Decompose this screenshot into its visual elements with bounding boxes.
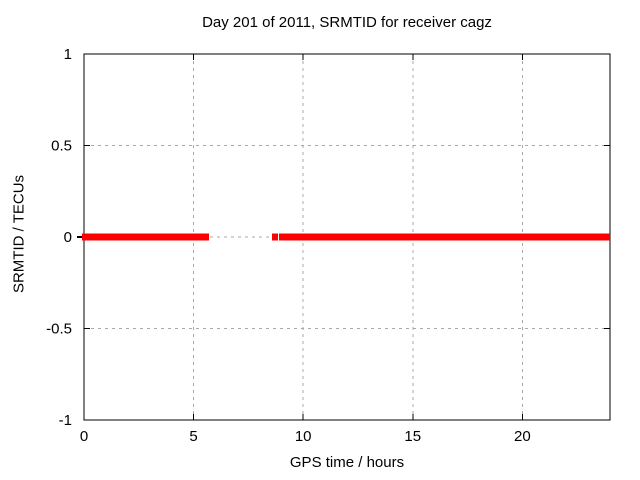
y-tick-label: -1 — [59, 412, 72, 429]
y-tick-label: -0.5 — [46, 321, 72, 338]
x-tick-label: 0 — [80, 428, 88, 445]
y-tick-label: 1 — [64, 46, 72, 63]
y-tick-label: 0.5 — [51, 138, 72, 155]
x-tick-label: 10 — [295, 428, 312, 445]
x-tick-label: 15 — [404, 428, 421, 445]
chart-title: Day 201 of 2011, SRMTID for receiver cag… — [202, 14, 492, 31]
x-axis-label: GPS time / hours — [289, 454, 405, 471]
x-tick-label: 5 — [189, 428, 197, 445]
x-tick-label: 20 — [514, 428, 531, 445]
y-tick-label: 0 — [64, 229, 72, 246]
